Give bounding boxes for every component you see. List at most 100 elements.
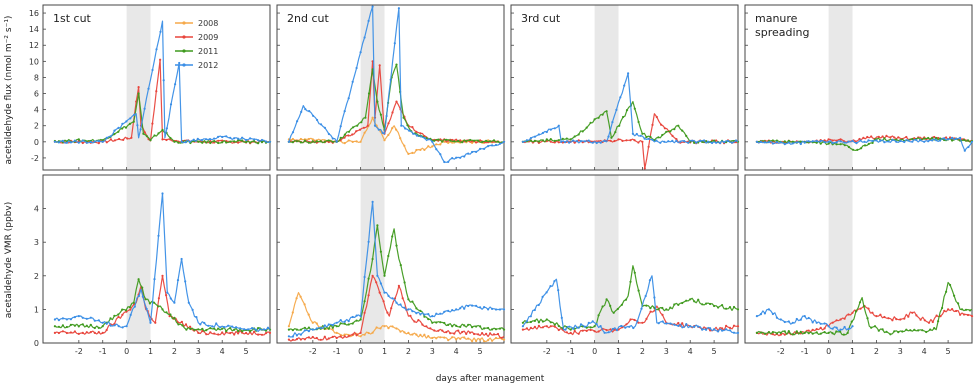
series-point-2012 xyxy=(89,316,92,319)
legend: 2008 2009 2011 2012 xyxy=(175,19,218,70)
y-axis-label-vmr: acetaldehyde VMR (ppbv) xyxy=(4,202,14,318)
series-point-2009 xyxy=(545,325,548,328)
series-point-2009 xyxy=(966,313,970,317)
series-point-2012 xyxy=(591,320,594,323)
panel-1-row-0: 2nd cut xyxy=(276,4,506,171)
series-point-2011 xyxy=(561,137,564,140)
series-point-2009 xyxy=(541,326,545,329)
series-point-2009 xyxy=(57,331,61,335)
series-point-2012 xyxy=(407,308,410,311)
series-point-2012 xyxy=(725,328,728,331)
series-point-2012 xyxy=(247,328,250,331)
series-point-2012 xyxy=(200,139,203,142)
series-point-2011 xyxy=(411,300,414,303)
series-point-2012 xyxy=(339,125,342,128)
series-point-2011 xyxy=(589,326,592,329)
series-point-2009 xyxy=(903,317,906,320)
series-point-2012 xyxy=(147,87,150,90)
series-point-2011 xyxy=(673,128,676,131)
series-point-2012 xyxy=(451,157,454,160)
series-point-2012 xyxy=(85,141,88,144)
series-point-2008 xyxy=(399,330,402,333)
series-point-2012 xyxy=(268,140,272,143)
series-point-2012 xyxy=(607,331,610,334)
series-point-2009 xyxy=(771,333,775,336)
series-point-2012 xyxy=(257,139,260,142)
series-point-2009 xyxy=(417,319,420,322)
series-point-2011 xyxy=(895,138,898,141)
series-point-2011 xyxy=(939,137,942,140)
series-point-2011 xyxy=(665,308,668,311)
series-point-2012 xyxy=(97,139,100,143)
series-point-2012 xyxy=(502,140,506,143)
series-point-2009 xyxy=(371,274,374,277)
series-point-2009 xyxy=(189,325,192,328)
x-tick-label: 3 xyxy=(664,347,669,356)
series-point-2012 xyxy=(919,139,922,142)
management-window xyxy=(828,5,853,170)
panel-title: 3rd cut xyxy=(521,12,561,25)
series-point-2009 xyxy=(209,331,212,334)
series-point-2012 xyxy=(827,325,830,328)
series-point-2012 xyxy=(717,330,720,333)
series-point-2012 xyxy=(312,114,315,117)
series-point-2012 xyxy=(427,138,430,141)
series-point-2011 xyxy=(701,140,704,143)
series-point-2011 xyxy=(669,130,672,133)
y-tick-label: 0 xyxy=(34,339,39,348)
series-point-2012 xyxy=(701,328,704,331)
series-point-2011 xyxy=(641,132,644,135)
series-point-2011 xyxy=(620,303,624,306)
series-point-2011 xyxy=(419,309,422,312)
series-point-2012 xyxy=(304,108,307,111)
series-point-2009 xyxy=(911,311,914,314)
series-point-2012 xyxy=(575,140,579,143)
series-point-2011 xyxy=(169,136,172,140)
series-point-2012 xyxy=(299,333,302,336)
series-point-2011 xyxy=(61,324,64,327)
series-point-2009 xyxy=(557,141,560,144)
series-point-2011 xyxy=(585,126,588,129)
series-point-2012 xyxy=(53,140,57,143)
series-point-2012 xyxy=(787,141,790,144)
series-point-2008 xyxy=(443,140,446,143)
x-tick-label: 1 xyxy=(148,347,153,356)
series-point-2011 xyxy=(610,136,613,139)
series-point-2012 xyxy=(775,316,779,319)
series-point-2011 xyxy=(854,310,858,313)
series-point-2011 xyxy=(177,323,180,326)
series-point-2011 xyxy=(960,308,964,311)
series-point-2011 xyxy=(407,298,410,301)
series-point-2009 xyxy=(633,318,636,322)
series-point-2009 xyxy=(386,311,389,314)
series-point-2012 xyxy=(447,160,450,163)
series-point-2009 xyxy=(359,331,362,334)
series-point-2008 xyxy=(363,333,366,336)
series-point-2011 xyxy=(717,306,720,309)
series-point-2012 xyxy=(653,296,656,299)
series-point-2011 xyxy=(839,143,842,146)
series-point-2012 xyxy=(494,143,498,147)
series-point-2011 xyxy=(485,139,488,142)
series-point-2009 xyxy=(441,329,444,332)
series-point-2009 xyxy=(633,139,636,142)
series-point-2011 xyxy=(101,325,104,328)
series-point-2012 xyxy=(955,137,958,140)
series-point-2012 xyxy=(591,141,594,144)
series-point-2009 xyxy=(154,321,157,324)
series-point-2009 xyxy=(677,321,680,325)
series-point-2008 xyxy=(391,127,394,130)
series-point-2011 xyxy=(697,298,700,301)
series-point-2011 xyxy=(787,139,790,142)
series-point-2011 xyxy=(315,140,318,143)
series-point-2011 xyxy=(889,333,892,336)
legend-swatch-point xyxy=(182,49,186,53)
legend-swatch-point xyxy=(182,35,186,39)
series-point-2011 xyxy=(359,318,362,321)
series-point-2011 xyxy=(585,326,588,329)
series-point-2009 xyxy=(69,331,72,334)
series-point-2011 xyxy=(303,139,306,142)
series-point-2009 xyxy=(609,139,612,142)
series-point-2011 xyxy=(553,323,556,326)
